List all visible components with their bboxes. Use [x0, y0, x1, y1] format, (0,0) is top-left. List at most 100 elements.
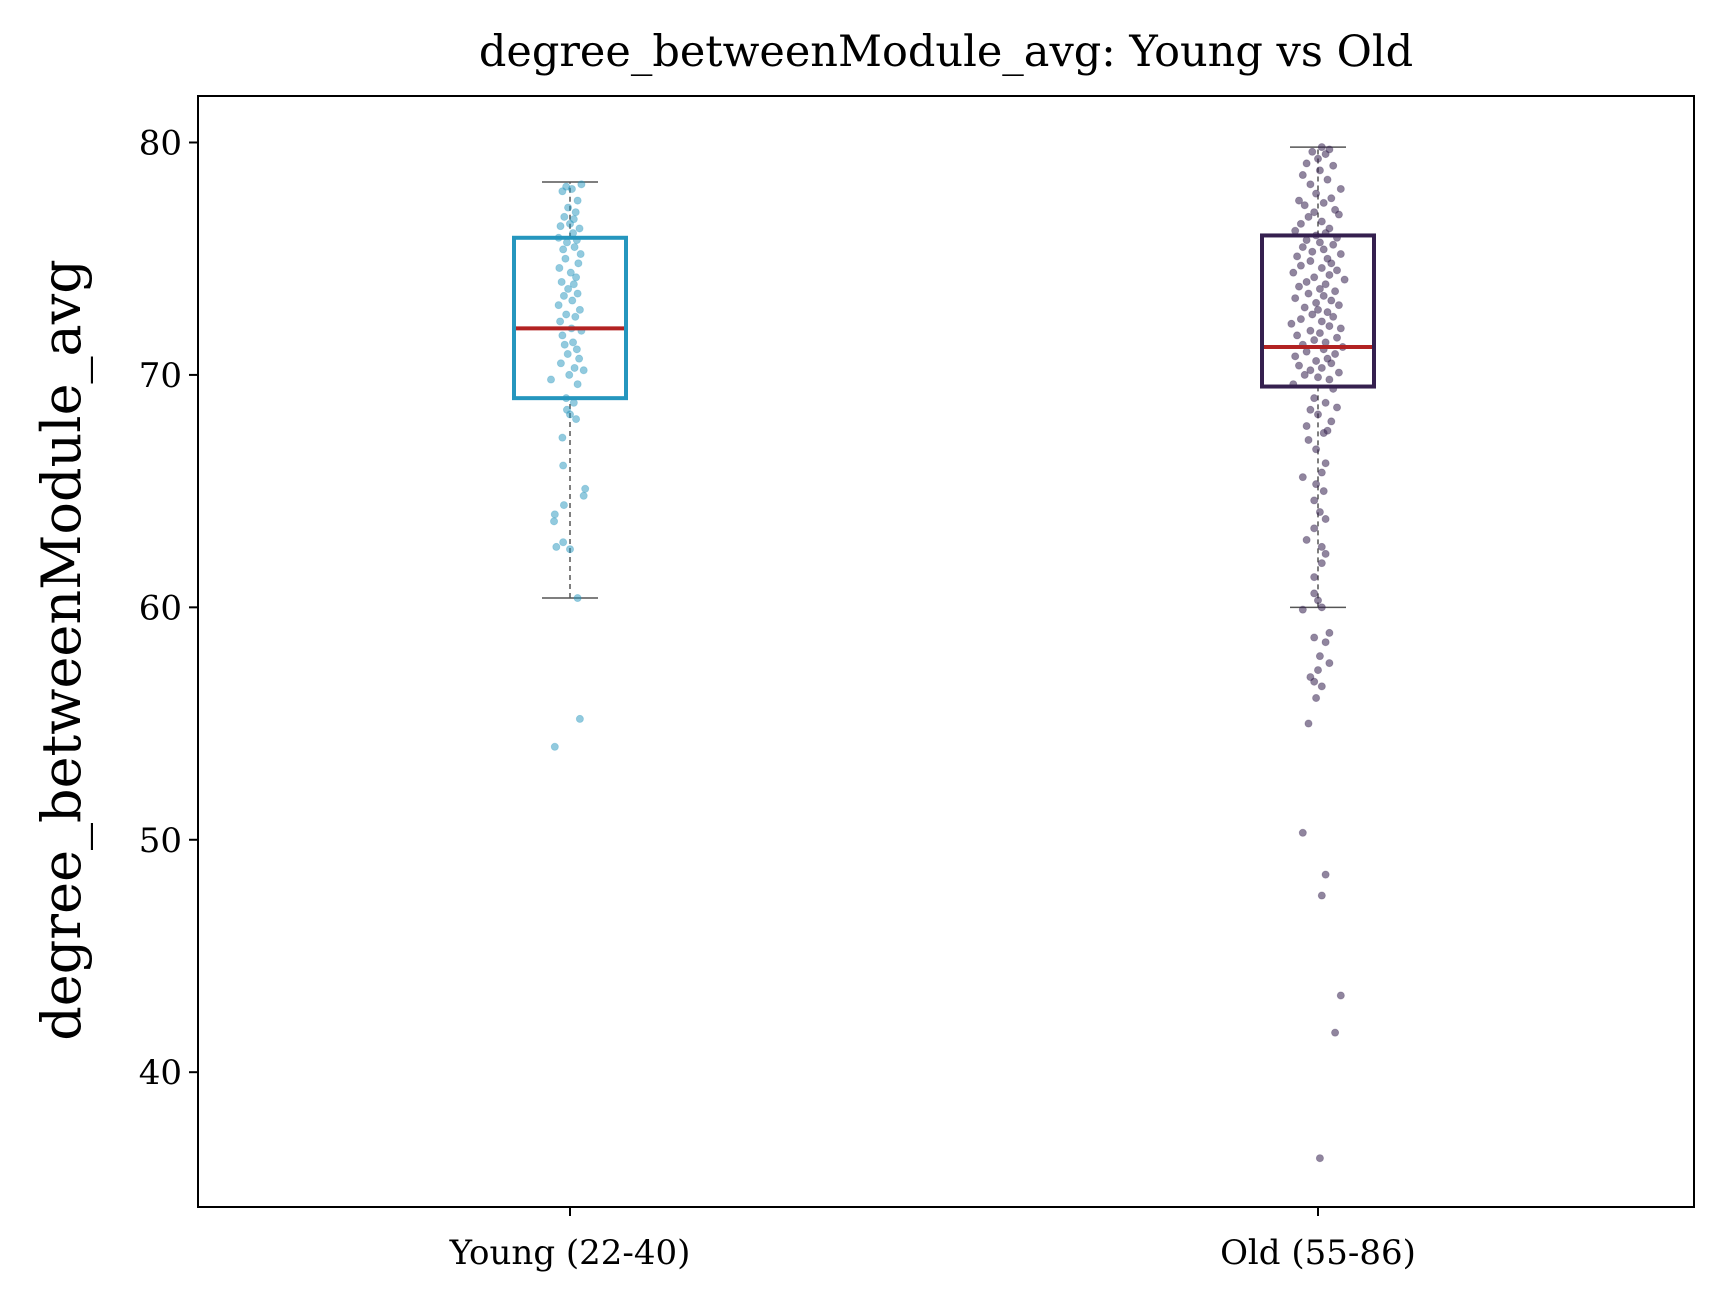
data-point [574, 197, 581, 204]
data-point [1318, 218, 1325, 225]
data-point [560, 462, 567, 469]
data-point [560, 292, 567, 299]
data-point [1318, 683, 1325, 690]
data-point [1311, 574, 1318, 581]
data-point [1311, 336, 1318, 343]
data-point [1303, 422, 1310, 429]
data-point [1294, 332, 1301, 339]
data-point [1328, 297, 1335, 304]
data-point [1318, 604, 1325, 611]
data-point [1314, 597, 1321, 604]
data-point [563, 311, 570, 318]
data-point [563, 239, 570, 246]
data-point [1316, 167, 1323, 174]
data-point [1288, 320, 1295, 327]
data-point [1335, 302, 1342, 309]
y-axis-label: degree_betweenModule_avg [30, 259, 93, 1041]
data-point [560, 246, 567, 253]
data-point [580, 367, 587, 374]
data-point [571, 364, 578, 371]
data-point [1299, 243, 1306, 250]
data-point [576, 355, 583, 362]
data-point [559, 188, 566, 195]
data-point [1295, 362, 1302, 369]
data-point [1311, 634, 1318, 641]
data-point [560, 539, 567, 546]
data-point [1333, 334, 1340, 341]
data-point [1337, 250, 1344, 257]
data-point [1335, 369, 1342, 376]
data-point [1333, 404, 1340, 411]
data-point [1326, 660, 1333, 667]
data-point [573, 346, 580, 353]
data-point [1335, 211, 1342, 218]
data-point [1330, 162, 1337, 169]
data-point [1328, 195, 1335, 202]
data-point [1305, 290, 1312, 297]
data-point [566, 546, 573, 553]
data-point [1337, 185, 1344, 192]
data-point [1292, 227, 1299, 234]
data-point [1297, 262, 1304, 269]
data-point [576, 715, 583, 722]
data-point [1316, 1155, 1323, 1162]
data-point [1297, 316, 1304, 323]
data-point [1307, 257, 1314, 264]
data-point [565, 204, 572, 211]
data-point [574, 594, 581, 601]
data-point [1313, 694, 1320, 701]
data-point [1316, 285, 1323, 292]
data-point [1311, 590, 1318, 597]
data-point [556, 264, 563, 271]
data-point [1307, 181, 1314, 188]
data-point [1326, 271, 1333, 278]
data-point [1322, 460, 1329, 467]
data-point [1313, 357, 1320, 364]
data-point [1332, 288, 1339, 295]
x-tick-label: Old (55-86) [1220, 1233, 1416, 1273]
data-point [569, 297, 576, 304]
y-tick-label: 40 [139, 1053, 182, 1093]
data-point [566, 411, 573, 418]
data-point [1337, 325, 1344, 332]
data-point [1330, 241, 1337, 248]
data-point [1341, 276, 1348, 283]
data-point [562, 255, 569, 262]
data-point [557, 318, 564, 325]
data-point [1295, 283, 1302, 290]
data-point [578, 181, 585, 188]
data-point [1314, 666, 1321, 673]
data-point [1313, 190, 1320, 197]
y-tick-label: 50 [139, 821, 182, 861]
data-point [1299, 474, 1306, 481]
data-point [1301, 371, 1308, 378]
data-point [1322, 550, 1329, 557]
data-point [1297, 220, 1304, 227]
data-point [1313, 481, 1320, 488]
data-point [1309, 248, 1316, 255]
data-point [1318, 560, 1325, 567]
data-point [558, 278, 565, 285]
y-tick-label: 80 [139, 123, 182, 163]
data-point [1320, 292, 1327, 299]
data-point [560, 501, 567, 508]
data-point [1322, 151, 1329, 158]
data-point [1330, 313, 1337, 320]
data-point [1307, 406, 1314, 413]
data-point [1320, 246, 1327, 253]
data-point [559, 332, 566, 339]
data-point [1299, 606, 1306, 613]
data-point [1305, 436, 1312, 443]
data-point [1318, 318, 1325, 325]
data-point [1316, 239, 1323, 246]
data-point [1326, 323, 1333, 330]
data-point [1303, 348, 1310, 355]
data-point [1324, 176, 1331, 183]
y-tick-label: 70 [139, 356, 182, 396]
data-point [561, 341, 568, 348]
data-point [1292, 295, 1299, 302]
data-point [1311, 525, 1318, 532]
data-point [582, 485, 589, 492]
